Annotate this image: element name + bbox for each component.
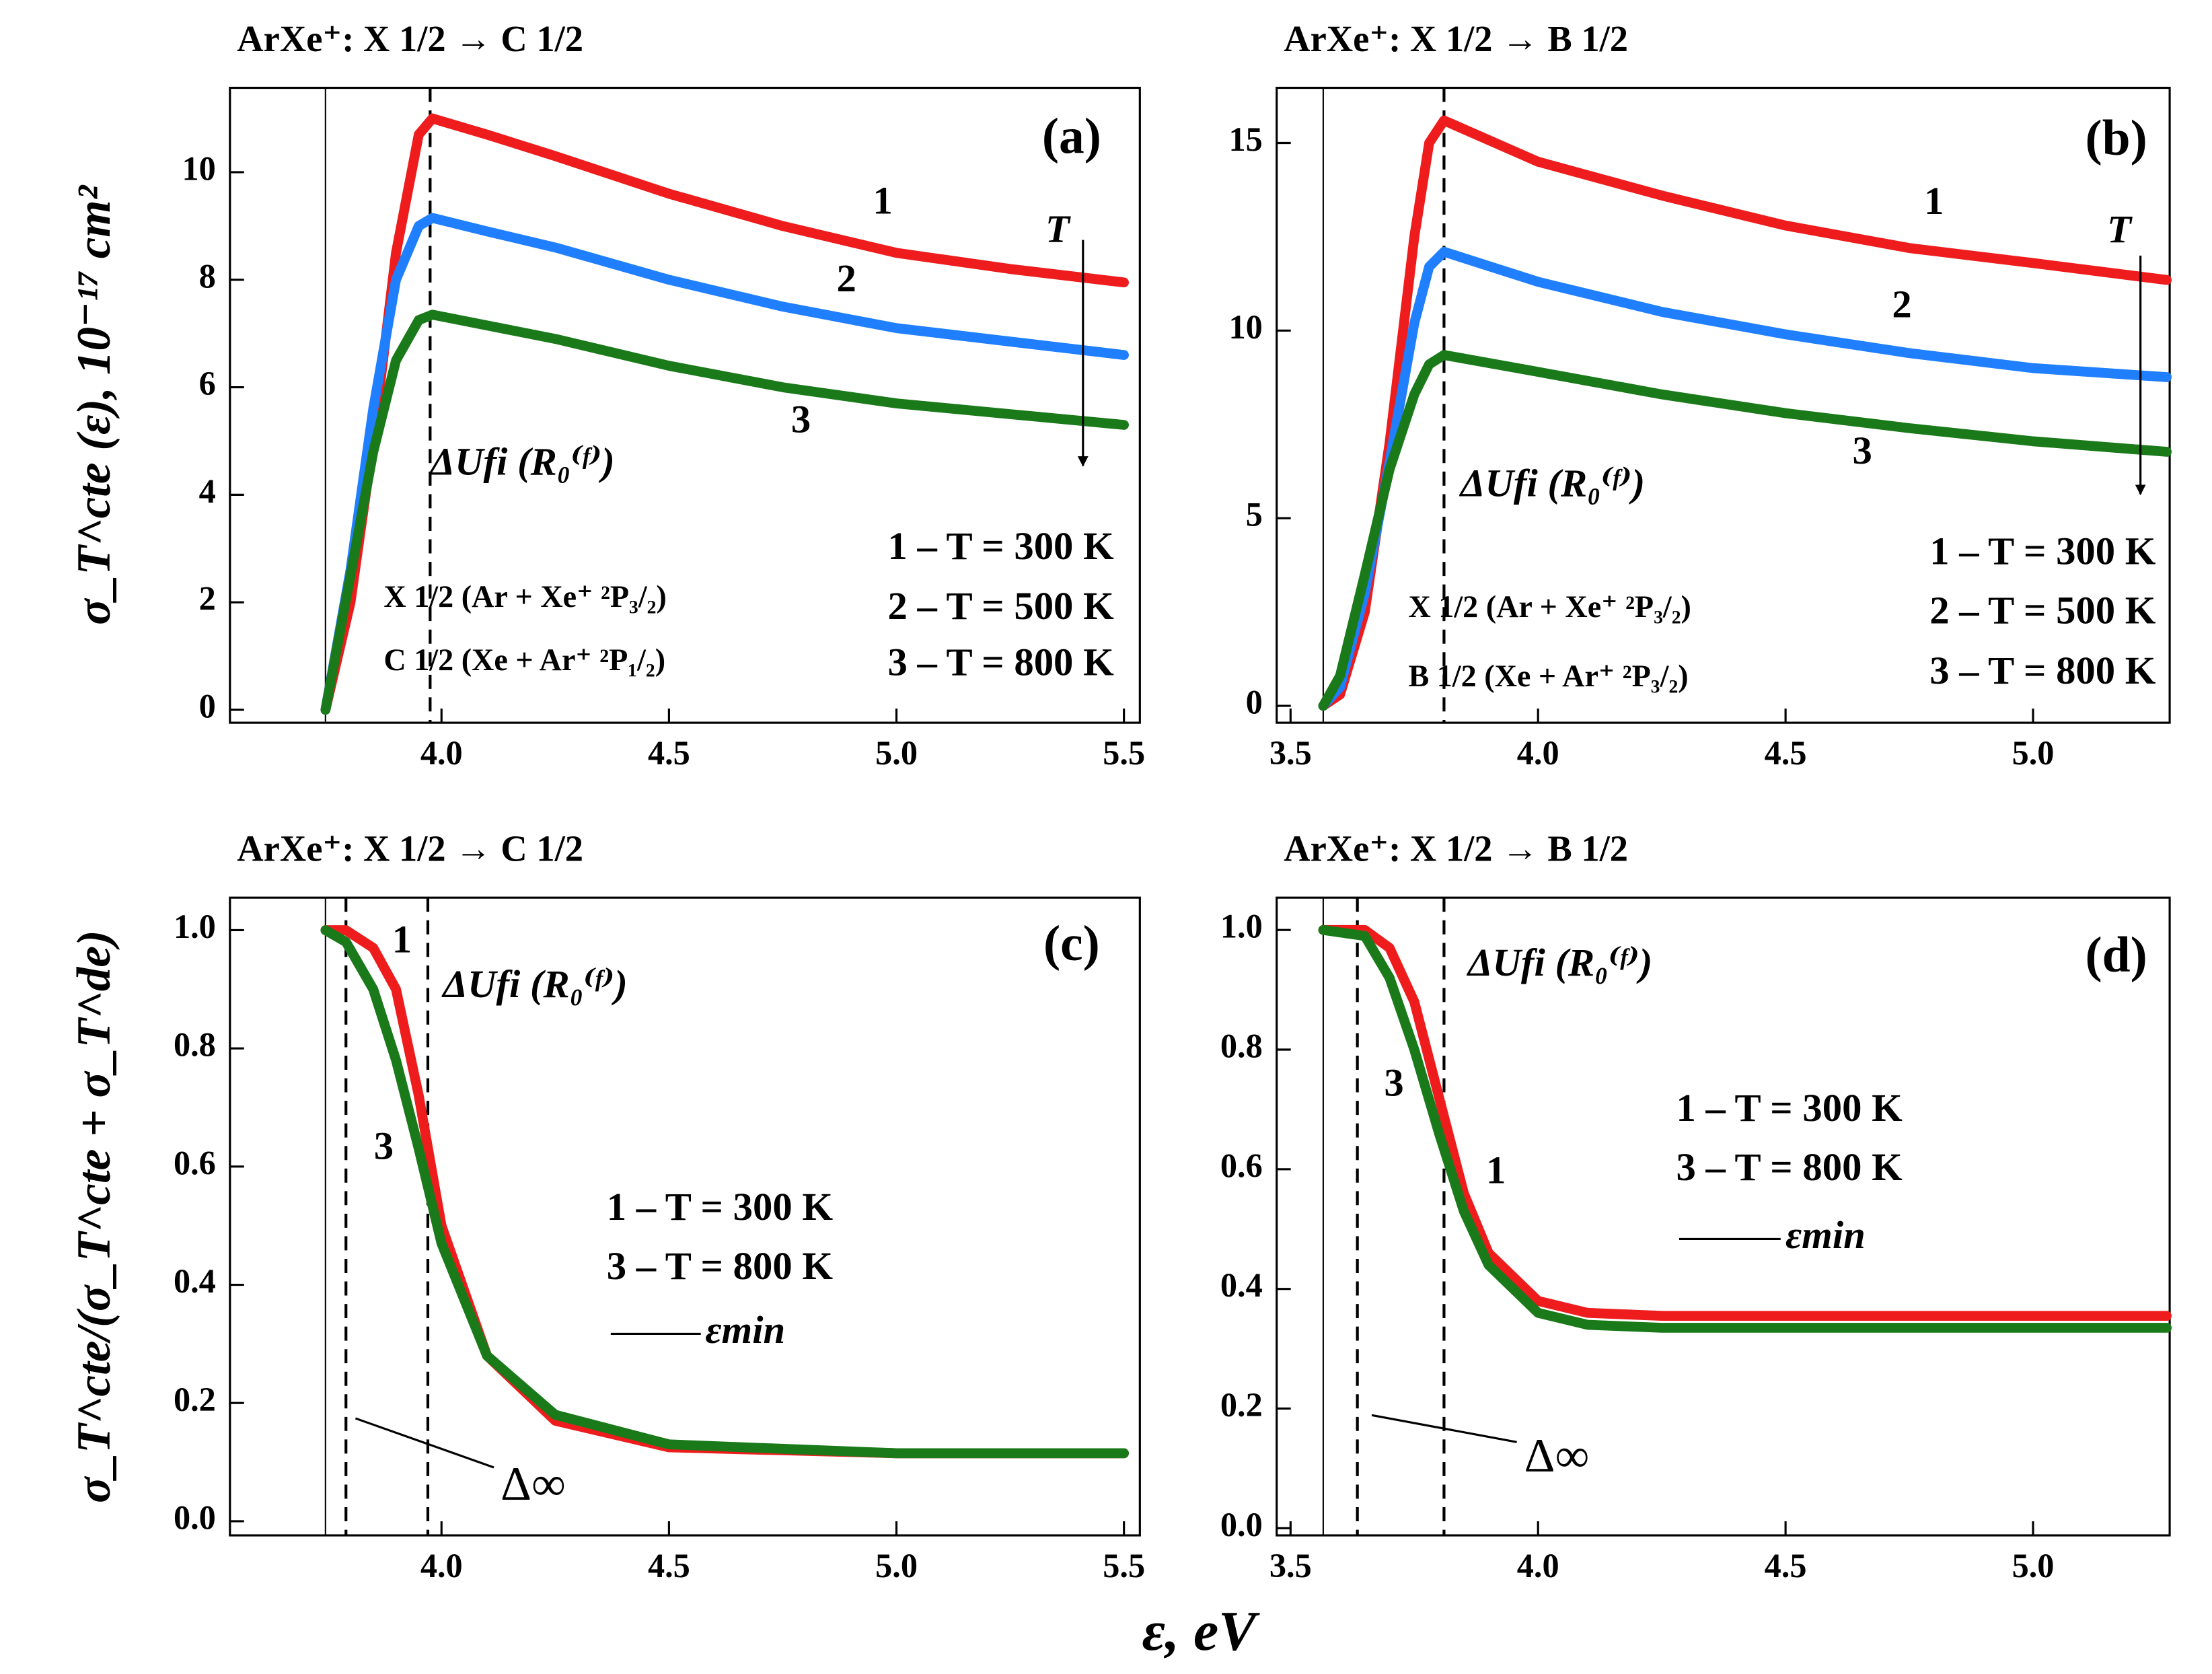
curve [320,925,1129,1459]
annotation: 3 [1852,429,1872,472]
curve [320,213,1129,715]
curve [1318,924,2172,1333]
annotation: T [2107,207,2133,251]
annotation: B 1/2 (Xe + Ar⁺ ²P₃/₂) [1408,659,1688,693]
annotation: Δ∞ [1524,1429,1590,1482]
y-tick-label: 2 [199,580,216,618]
pointer-line [1371,1414,1517,1443]
x-tick-label: 3.5 [1269,734,1312,772]
x-tick-label: 5.0 [875,734,918,772]
curve [1318,350,2172,711]
y-tick-label: 5 [1246,496,1263,534]
annotation: 3 – T = 800 K [887,641,1114,684]
plot-frame [229,86,1141,724]
annotation: 1 [392,917,412,961]
x-tick-label: 5.0 [2012,1547,2055,1585]
x-tick-label: 5.0 [875,1547,918,1585]
annotation: ΔUfi (R₀⁽ᶠ⁾) [1467,941,1653,984]
plot-frame [1276,86,2171,724]
y-tick-label: 4 [199,472,216,510]
plot-frame [229,896,1141,1537]
curve [320,310,1129,715]
y-tick-label: 0.0 [1220,1506,1263,1543]
y-tick-label: 0.8 [174,1026,216,1064]
annotation: 2 – T = 500 K [1929,588,2156,632]
annotation: 3 – T = 800 K [1676,1145,1903,1189]
annotation: 2 [1892,282,1911,326]
annotation: 1 – T = 300 K [607,1185,834,1229]
annotation: 1 – T = 300 K [887,524,1114,568]
annotation: 1 [1924,179,1944,223]
annotation: 1 [873,178,893,222]
y-tick-label: 0.6 [174,1144,216,1181]
x-tick-label: 4.5 [648,734,690,772]
y-tick-label: 0 [199,688,216,725]
y-axis-label: σ_T^cte/(σ_T^cte + σ_T^de) [67,930,120,1503]
y-tick-label: 1.0 [1220,908,1263,945]
annotation: C 1/2 (Xe + Ar⁺ ²P₁/₂) [383,643,665,677]
panel-label: (b) [2086,110,2147,166]
y-tick-label: 6 [199,365,216,402]
annotation: X 1/2 (Ar + Xe⁺ ²P₃/₂) [383,579,666,614]
y-tick-label: 10 [1228,308,1262,346]
annotation: 2 – T = 500 K [887,584,1114,628]
y-tick-label: 0 [1246,684,1263,721]
x-tick-label: 4.5 [1765,734,1807,772]
x-tick-label: 4.5 [1765,1547,1807,1585]
x-tick-label: 5.5 [1103,1547,1145,1585]
y-tick-label: 0.4 [1220,1266,1263,1304]
annotation: ΔUfi (R₀⁽ᶠ⁾) [441,962,628,1006]
annotation: 3 [374,1124,394,1168]
y-tick-label: 10 [182,150,216,188]
y-tick-label: 1.0 [174,908,216,945]
panel-title: ArXe⁺: X 1/2 → B 1/2 [1284,18,1628,59]
annotation: X 1/2 (Ar + Xe⁺ ²P₃/₂) [1408,589,1691,624]
x-tick-label: 5.0 [2012,734,2055,772]
panel-label: (a) [1042,108,1101,164]
y-tick-label: 0.0 [174,1498,216,1536]
panel-title: ArXe⁺: X 1/2 → C 1/2 [237,828,583,869]
annotation: 3 – T = 800 K [1929,649,2156,692]
annotation: 3 [1384,1061,1403,1105]
curve [1318,246,2172,711]
x-tick-label: 4.0 [420,1547,463,1585]
annotation: Δ∞ [501,1457,566,1511]
annotation: εmin [1785,1213,1866,1257]
x-tick-label: 4.5 [648,1547,690,1585]
x-tick-label: 4.0 [1517,734,1559,772]
annotation: εmin [705,1308,785,1352]
x-tick-label: 5.5 [1103,734,1145,772]
annotation: 1 – T = 300 K [1676,1086,1903,1130]
annotation: 3 [791,398,811,441]
plot-frame [1276,896,2171,1537]
panel-label: (c) [1043,916,1100,972]
panel-title: ArXe⁺: X 1/2 → C 1/2 [237,18,583,59]
panel-label: (d) [2086,927,2147,983]
annotation: 2 [836,256,856,300]
y-axis-label: σ_T^cte (ε), 10⁻¹⁷ cm² [67,184,120,624]
y-tick-label: 0.2 [1220,1386,1263,1424]
y-tick-label: 0.8 [1220,1027,1263,1065]
y-tick-label: 0.4 [174,1262,216,1300]
y-tick-label: 0.2 [174,1381,216,1418]
annotation: ΔUfi (R₀⁽ᶠ⁾) [429,440,615,484]
y-tick-label: 0.6 [1220,1147,1263,1184]
pointer-line [355,1417,494,1469]
annotation: T [1045,207,1071,251]
y-tick-label: 15 [1228,120,1262,158]
x-axis-label: ε, eV [1142,1600,1261,1663]
x-tick-label: 4.0 [1517,1547,1559,1585]
curve [1318,924,2172,1321]
x-tick-label: 4.0 [420,734,463,772]
annotation: 1 [1486,1148,1506,1192]
annotation: 3 – T = 800 K [607,1244,834,1288]
panel-title: ArXe⁺: X 1/2 → B 1/2 [1284,828,1628,869]
x-tick-label: 3.5 [1269,1547,1312,1585]
annotation: 1 – T = 300 K [1929,529,2156,573]
y-tick-label: 8 [199,257,216,295]
annotation: ΔUfi (R₀⁽ᶠ⁾) [1459,461,1646,505]
